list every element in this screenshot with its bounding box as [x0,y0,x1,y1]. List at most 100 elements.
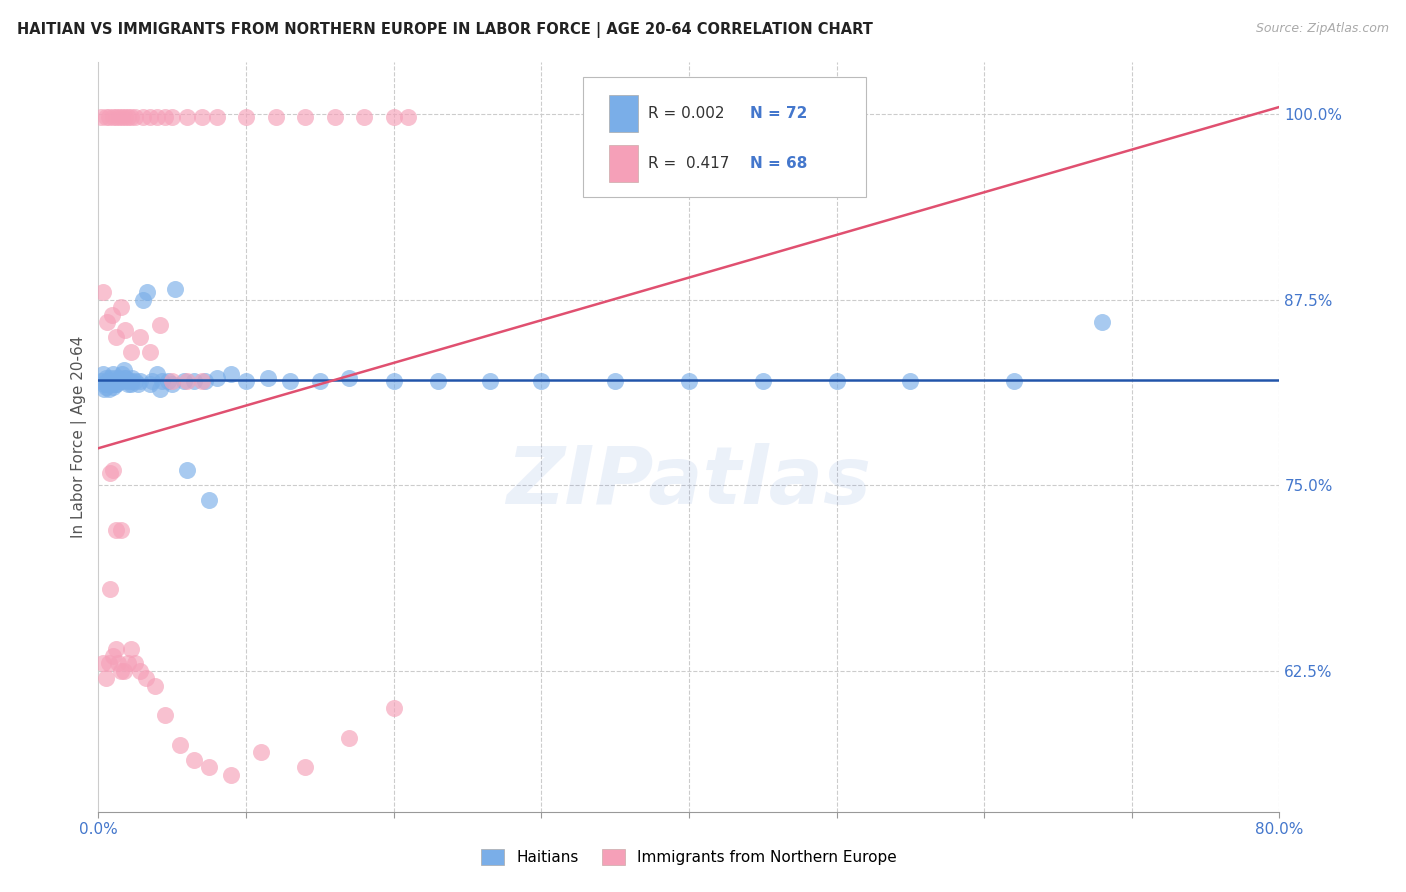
Point [110,300,132,314]
Point [110,523,132,537]
Point [93,377,115,392]
Point [194,375,217,389]
Point [108,111,131,125]
Point [103,111,125,125]
Point [121,371,143,385]
Point [235,111,257,125]
Point [120,111,142,125]
Point [153,111,176,125]
Point [94,671,117,685]
Point [103,648,125,663]
Point [114,322,136,336]
Text: Source: ZipAtlas.com: Source: ZipAtlas.com [1256,22,1389,36]
Point [139,344,162,359]
Point [120,377,142,392]
Point [323,111,346,125]
Point [110,664,132,678]
Point [162,377,183,392]
Point [176,111,198,125]
Point [250,745,273,759]
Point [128,330,150,344]
Point [127,377,149,392]
Point [107,657,129,671]
Point [221,367,243,381]
Point [162,111,183,125]
Point [105,377,128,392]
Point [114,111,136,125]
Point [1002,375,1025,389]
Point [98,582,121,596]
Point [90,111,112,125]
Point [96,315,118,329]
Point [294,111,316,125]
Point [257,371,280,385]
Point [264,111,287,125]
Point [139,377,162,392]
Text: N = 72: N = 72 [751,106,807,121]
Text: ZIPatlas: ZIPatlas [506,443,872,521]
FancyBboxPatch shape [582,78,866,197]
Point [120,375,142,389]
Point [96,377,118,392]
Point [825,375,848,389]
Point [398,111,420,125]
Text: N = 68: N = 68 [751,156,807,171]
Point [112,664,135,678]
Point [120,344,142,359]
Point [98,371,121,385]
Point [176,463,198,477]
Point [280,375,302,389]
Point [530,375,553,389]
Point [108,371,131,385]
Point [97,657,120,671]
Point [97,382,120,396]
Point [309,375,332,389]
Point [111,111,134,125]
Point [105,111,128,125]
Point [118,375,141,389]
Point [98,375,121,389]
Point [100,308,122,322]
Point [120,641,142,656]
Point [117,111,139,125]
Point [103,375,125,389]
Point [221,767,243,781]
Point [114,371,136,385]
Point [98,467,121,481]
Point [136,285,159,300]
Point [478,375,501,389]
Point [191,111,214,125]
Point [91,657,114,671]
Point [150,375,173,389]
Point [100,377,122,392]
Point [339,371,361,385]
Text: R = 0.002: R = 0.002 [648,106,724,121]
Point [176,375,198,389]
Point [605,375,627,389]
Point [105,523,128,537]
Text: HAITIAN VS IMMIGRANTS FROM NORTHERN EUROPE IN LABOR FORCE | AGE 20-64 CORRELATIO: HAITIAN VS IMMIGRANTS FROM NORTHERN EURO… [17,22,873,38]
Point [149,318,172,332]
Point [132,111,155,125]
Point [139,111,162,125]
Point [105,330,128,344]
Point [103,380,125,394]
Point [114,371,136,385]
Point [427,375,450,389]
Point [103,367,125,381]
Point [153,708,176,723]
Point [205,111,228,125]
Y-axis label: In Labor Force | Age 20-64: In Labor Force | Age 20-64 [72,336,87,538]
Point [141,375,163,389]
Point [165,282,187,296]
Point [124,657,146,671]
Point [94,371,117,385]
Point [162,375,183,389]
Point [382,111,405,125]
Point [104,371,127,385]
Point [146,367,169,381]
Point [173,375,195,389]
Point [149,382,172,396]
Point [112,362,135,376]
Legend: Haitians, Immigrants from Northern Europe: Haitians, Immigrants from Northern Europ… [475,843,903,871]
